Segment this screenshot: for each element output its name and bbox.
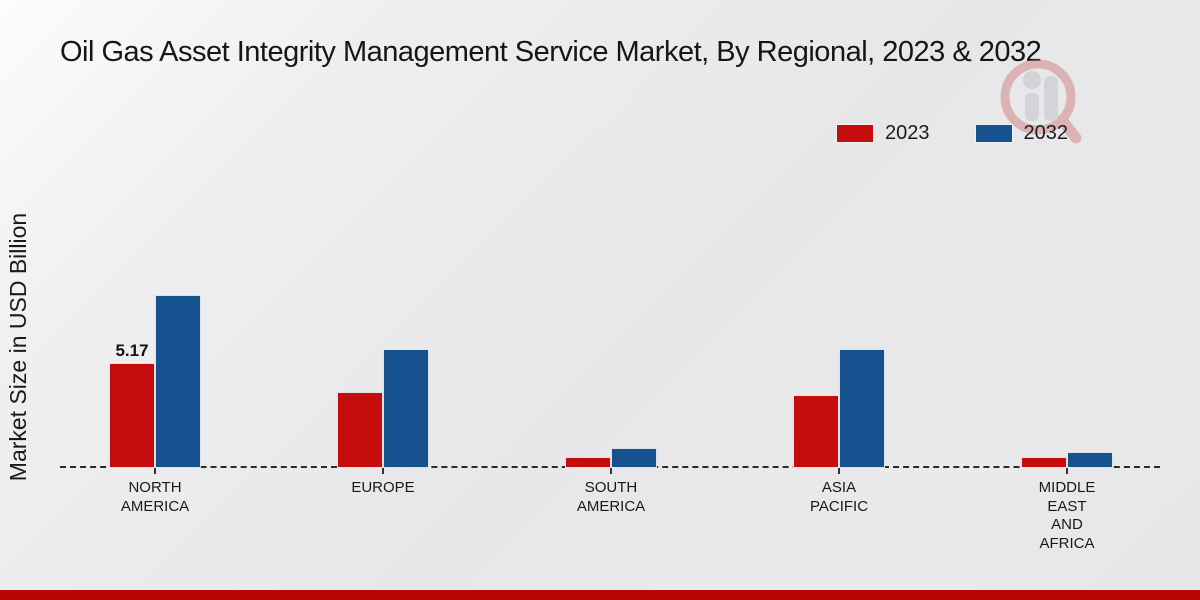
- legend-swatch-2023: [837, 125, 873, 142]
- x-label-asia-pacific: ASIA PACIFIC: [809, 479, 869, 515]
- bar-value-label-2023-north-america: 5.17: [115, 341, 149, 360]
- legend-swatch-2032: [975, 125, 1012, 142]
- bar-2023-asia-pacific: [793, 395, 839, 468]
- x-tick-europe: [382, 468, 384, 474]
- bar-2032-europe: [383, 349, 429, 468]
- legend-label-2032: 2032: [1023, 122, 1069, 144]
- x-tick-asia-pacific: [838, 468, 840, 474]
- bar-2032-north-america: [155, 295, 201, 468]
- x-label-europe: EUROPE: [351, 479, 415, 496]
- x-label-south-america: SOUTH AMERICA: [576, 479, 646, 515]
- bar-2032-middle-east-and-africa: [1067, 452, 1113, 468]
- bar-2023-south-america: [565, 457, 611, 468]
- legend: 2023 2032: [837, 122, 1068, 145]
- market-research-logo-icon: [1000, 59, 1082, 144]
- chart-title: Oil Gas Asset Integrity Management Servi…: [60, 36, 1042, 68]
- x-label-north-america: NORTH AMERICA: [120, 479, 190, 515]
- x-label-middle-east-and-africa: MIDDLE EAST AND AFRICA: [1038, 479, 1096, 552]
- bar-2032-south-america: [611, 448, 657, 468]
- legend-label-2023: 2023: [885, 122, 930, 144]
- x-tick-middle-east-and-africa: [1066, 468, 1068, 474]
- bar-2023-europe: [337, 392, 383, 468]
- x-tick-south-america: [610, 468, 612, 474]
- bar-2023-middle-east-and-africa: [1021, 457, 1067, 468]
- footer-accent-bar: [0, 590, 1200, 600]
- bar-2023-north-america: [109, 363, 155, 468]
- bar-2032-asia-pacific: [839, 349, 885, 468]
- legend-item-2032: 2032: [975, 122, 1069, 145]
- legend-item-2023: 2023: [837, 122, 930, 145]
- x-tick-north-america: [154, 468, 156, 474]
